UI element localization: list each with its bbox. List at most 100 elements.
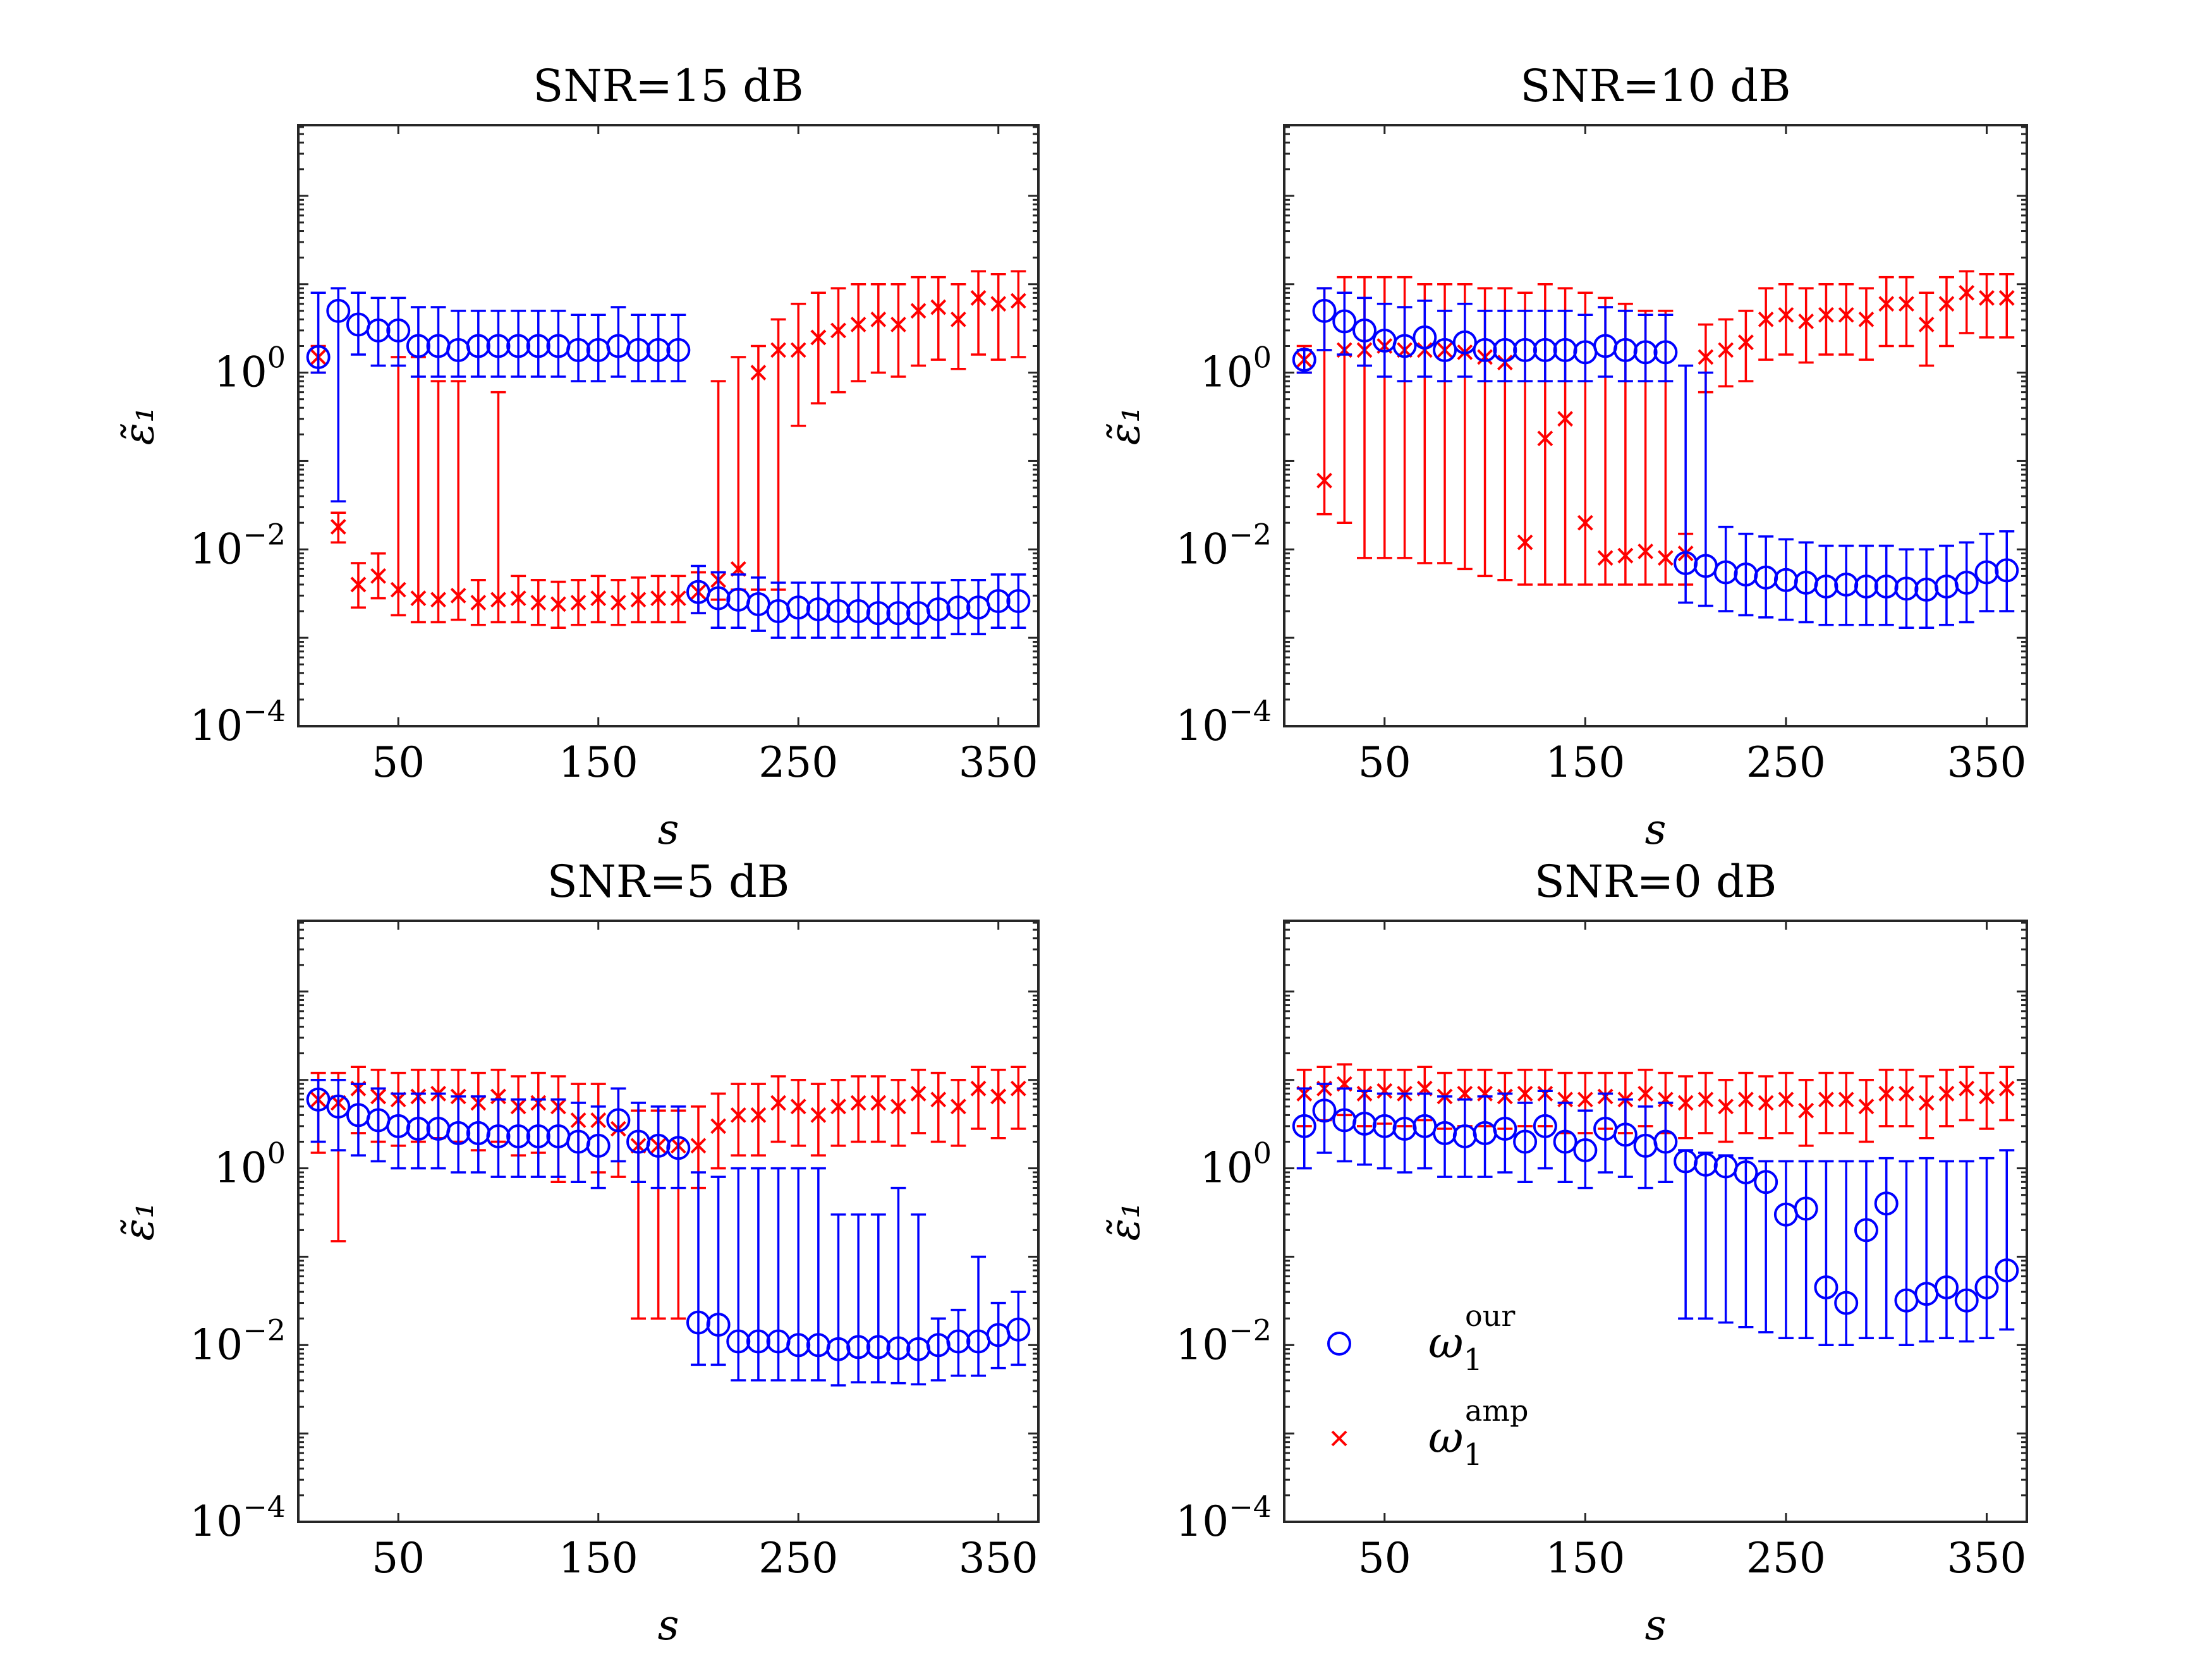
data-point-our: [1573, 1138, 1598, 1163]
y-tick-exponent: −2: [243, 517, 286, 551]
data-point-our: [786, 595, 811, 620]
y-tick-base: 10: [190, 702, 243, 750]
data-point-our: [806, 597, 830, 622]
y-tick-base: 10: [190, 525, 243, 573]
data-point-amp: [1737, 334, 1754, 351]
axes-box: [1283, 920, 2028, 1523]
legend-symbol: ω: [1428, 1318, 1463, 1368]
y-tick-exponent: −4: [1229, 694, 1272, 728]
data-point-amp: [710, 1118, 727, 1134]
data-point-amp: [970, 1080, 987, 1097]
data-point-amp: [1938, 1085, 1955, 1102]
data-point-our: [1995, 558, 2019, 583]
data-point-amp: [1858, 1098, 1875, 1115]
axes-box: [1283, 124, 2028, 727]
y-tick-base: 10: [190, 1320, 243, 1369]
data-point-amp: [1878, 296, 1895, 312]
y-tick-label: 100: [1200, 341, 1272, 397]
data-point-amp: [650, 590, 667, 607]
data-point-amp: [770, 342, 786, 358]
y-tick-exponent: 0: [267, 1136, 286, 1170]
panel-title: SNR=15 dB: [533, 60, 803, 112]
panel-title: SNR=5 dB: [547, 856, 790, 908]
data-point-amp: [530, 595, 547, 611]
data-point-amp: [810, 329, 827, 346]
data-point-amp: [750, 1107, 767, 1123]
data-point-our: [1734, 1160, 1758, 1184]
data-point-amp: [1537, 430, 1553, 447]
data-point-amp: [550, 596, 566, 612]
data-point-amp: [1698, 1091, 1714, 1108]
data-point-amp: [1718, 1098, 1734, 1115]
data-point-amp: [790, 342, 806, 358]
y-axis-label: ε̃₁: [114, 1202, 163, 1241]
data-point-our: [1854, 574, 1878, 599]
data-point-our: [1006, 1317, 1031, 1342]
legend-marker-our: [1327, 1332, 1351, 1356]
data-point-our: [1533, 337, 1557, 362]
data-point-our: [706, 1313, 731, 1337]
data-point-amp: [1617, 547, 1634, 564]
series-amp: [310, 270, 1026, 629]
data-point-amp: [390, 581, 406, 598]
data-point-amp: [870, 1095, 887, 1111]
data-point-our: [486, 1124, 511, 1148]
data-point-amp: [1597, 550, 1613, 566]
data-point-our: [646, 337, 671, 362]
data-point-amp: [1959, 1080, 1975, 1097]
data-point-amp: [1778, 307, 1794, 323]
y-tick-label: 10−4: [1176, 694, 1272, 750]
x-tick-label: 50: [1358, 1534, 1411, 1583]
data-point-our: [1633, 340, 1658, 365]
data-point-amp: [1457, 1085, 1473, 1102]
x-axis-label: s: [1645, 1601, 1667, 1650]
data-point-our: [1894, 576, 1919, 601]
y-axis-label: ε̃₁: [1100, 406, 1149, 446]
data-point-our: [826, 1337, 851, 1361]
data-point-our: [1854, 1218, 1878, 1243]
x-tick-label: 150: [559, 1534, 638, 1583]
axes-box: [297, 920, 1040, 1523]
data-point-amp: [670, 590, 686, 607]
x-tick-label: 50: [1358, 738, 1411, 787]
data-point-our: [1814, 1275, 1838, 1299]
y-axis-label: ε̃₁: [114, 406, 163, 446]
data-point-amp: [1838, 1091, 1854, 1108]
y-tick-label: 10−4: [190, 694, 286, 750]
data-point-amp: [1938, 296, 1955, 312]
data-point-amp: [950, 1098, 966, 1115]
x-axis-label: s: [658, 1601, 679, 1650]
data-point-amp: [970, 289, 987, 306]
data-point-our: [946, 595, 971, 620]
data-point-our: [1006, 589, 1031, 614]
y-tick-label: 100: [1200, 1136, 1272, 1193]
y-tick-label: 10−2: [190, 517, 286, 573]
data-point-our: [526, 1124, 550, 1148]
data-point-our: [706, 586, 731, 611]
legend-label-our: ω1 our: [1428, 1299, 1515, 1378]
data-point-amp: [850, 317, 866, 332]
data-point-amp: [1758, 311, 1774, 327]
data-point-our: [826, 599, 851, 624]
y-tick-base: 10: [1176, 525, 1229, 573]
data-point-amp: [1376, 1083, 1393, 1099]
data-point-our: [1513, 1129, 1538, 1154]
x-tick-label: 350: [959, 1534, 1038, 1583]
data-point-amp: [930, 1091, 947, 1108]
data-point-amp: [510, 590, 526, 607]
data-point-our: [1934, 1275, 1959, 1299]
data-point-amp: [490, 1088, 506, 1105]
data-point-amp: [810, 1107, 827, 1123]
data-point-amp: [1778, 1091, 1794, 1108]
y-tick-exponent: −2: [1229, 1313, 1272, 1347]
data-point-our: [726, 1329, 751, 1354]
data-point-amp: [570, 595, 586, 611]
y-tick-exponent: 0: [267, 341, 286, 375]
y-tick-label: 100: [214, 341, 286, 397]
data-point-amp: [770, 1095, 786, 1111]
legend-subscript: 1: [1463, 1437, 1483, 1473]
y-axis-label: ε̃₁: [1100, 1202, 1149, 1241]
data-point-our: [506, 334, 531, 358]
